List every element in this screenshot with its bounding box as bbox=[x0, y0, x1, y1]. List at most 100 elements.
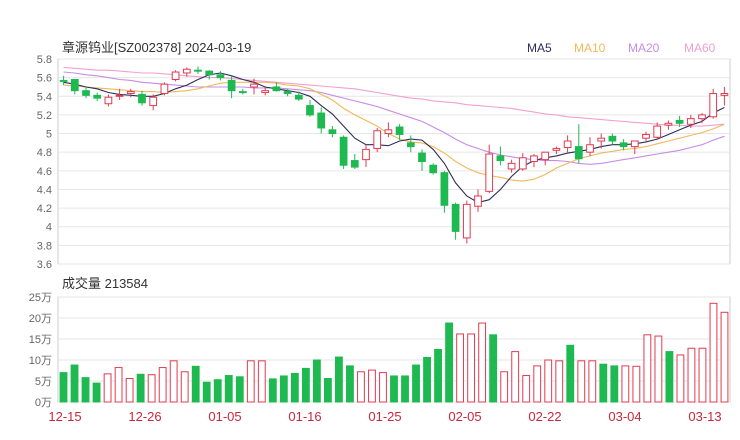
volume-bar bbox=[346, 365, 354, 403]
volume-bar bbox=[257, 360, 266, 403]
candle-body bbox=[306, 105, 314, 116]
candle-body bbox=[395, 126, 404, 135]
candle-body bbox=[642, 133, 650, 139]
candle-body bbox=[653, 125, 662, 138]
price-y-tick-label: 5.6 bbox=[37, 73, 52, 85]
candlestick bbox=[205, 70, 214, 80]
volume-bar bbox=[368, 369, 376, 403]
volume-bar bbox=[522, 375, 531, 403]
candle-body bbox=[720, 92, 729, 96]
volume-bar bbox=[202, 381, 211, 403]
candlestick bbox=[530, 154, 538, 168]
candlestick bbox=[395, 124, 404, 141]
volume-bars bbox=[59, 302, 729, 403]
price-y-tick-label: 4.4 bbox=[37, 184, 52, 196]
volume-bar bbox=[379, 372, 387, 403]
volume-bar bbox=[423, 356, 431, 403]
candlestick bbox=[642, 131, 650, 141]
volume-y-tick-label: 15万 bbox=[29, 334, 52, 346]
candlestick bbox=[541, 151, 550, 166]
candlestick bbox=[149, 94, 158, 111]
candlestick bbox=[59, 75, 68, 86]
candlestick bbox=[283, 88, 292, 97]
ma5-line bbox=[63, 72, 725, 204]
candlestick bbox=[507, 159, 516, 173]
price-gridlines bbox=[58, 58, 730, 265]
volume-bar bbox=[654, 335, 663, 403]
volume-bar bbox=[478, 322, 487, 403]
chart-title: 章源钨业[SZ002378] 2024-03-19 bbox=[62, 40, 251, 55]
candlestick bbox=[339, 135, 348, 169]
candle-body bbox=[406, 142, 415, 148]
candlestick bbox=[261, 87, 270, 96]
candlestick bbox=[496, 146, 505, 166]
volume-bar bbox=[357, 371, 365, 403]
volume-bar bbox=[323, 377, 332, 403]
volume-bar bbox=[687, 347, 696, 403]
candle-body bbox=[149, 96, 158, 107]
candle-body bbox=[518, 157, 527, 170]
volume-y-tick-label: 10万 bbox=[29, 355, 52, 367]
price-y-tick-label: 4 bbox=[46, 222, 52, 234]
candlestick bbox=[574, 124, 583, 164]
volume-bar bbox=[147, 374, 156, 403]
volume-bar bbox=[335, 356, 343, 403]
candlestick bbox=[272, 82, 281, 92]
volume-bar bbox=[70, 364, 79, 403]
candlestick bbox=[384, 122, 393, 138]
candle-body bbox=[250, 83, 258, 88]
candlestick bbox=[630, 140, 639, 155]
volume-bar bbox=[489, 334, 498, 403]
candle-body bbox=[574, 146, 583, 160]
volume-bar bbox=[500, 371, 509, 403]
candlestick bbox=[518, 153, 527, 171]
candlestick bbox=[138, 90, 146, 106]
candlestick bbox=[171, 70, 180, 82]
candlestick bbox=[597, 133, 606, 149]
x-tick-label: 12-15 bbox=[48, 409, 81, 424]
price-y-tick-label: 5.8 bbox=[37, 54, 52, 66]
candlestick bbox=[709, 88, 718, 119]
candle-body bbox=[261, 90, 270, 94]
candle-body bbox=[93, 94, 102, 99]
price-y-tick-label: 5.4 bbox=[37, 91, 52, 103]
candle-body bbox=[608, 135, 617, 142]
candlestick bbox=[586, 137, 594, 156]
x-tick-label: 02-22 bbox=[528, 409, 561, 424]
x-tick-label: 02-05 bbox=[448, 409, 481, 424]
candle-body bbox=[194, 69, 202, 72]
x-tick-label: 01-05 bbox=[208, 409, 241, 424]
candlestick bbox=[216, 71, 225, 81]
candlestick bbox=[70, 79, 79, 95]
candle-body bbox=[373, 130, 382, 149]
volume-y-tick-label: 5万 bbox=[35, 376, 52, 388]
legend-ma10: MA10 bbox=[574, 41, 606, 55]
candlestick bbox=[160, 82, 169, 96]
candlestick bbox=[440, 170, 449, 213]
candlestick bbox=[675, 115, 684, 128]
candle-body bbox=[507, 162, 516, 170]
candle-body bbox=[160, 83, 169, 94]
volume-y-ticks: 25万 20万 15万 10万 5万 0万 bbox=[29, 292, 52, 409]
candle-body bbox=[317, 112, 326, 129]
volume-bar bbox=[588, 360, 597, 403]
candle-body bbox=[675, 120, 684, 124]
candle-body bbox=[541, 151, 550, 161]
volume-bar bbox=[290, 372, 299, 403]
volume-bar bbox=[676, 354, 685, 403]
volume-bar bbox=[632, 365, 641, 403]
x-tick-label: 12-26 bbox=[128, 409, 161, 424]
candle-body bbox=[440, 172, 449, 206]
x-axis-ticks: 12-15 12-26 01-05 01-16 01-25 02-05 02-22 03-04… bbox=[48, 409, 721, 424]
candlestick bbox=[182, 67, 191, 77]
legend-ma20: MA20 bbox=[628, 41, 660, 55]
candle-body bbox=[272, 86, 281, 92]
candlestick bbox=[317, 107, 326, 134]
candle-body bbox=[328, 129, 337, 135]
candle-body bbox=[104, 96, 113, 105]
candle-body bbox=[138, 93, 146, 104]
candle-body bbox=[664, 122, 673, 126]
legend-ma5: MA5 bbox=[527, 41, 552, 55]
volume-bar bbox=[312, 359, 321, 403]
ma10-line bbox=[63, 81, 725, 182]
